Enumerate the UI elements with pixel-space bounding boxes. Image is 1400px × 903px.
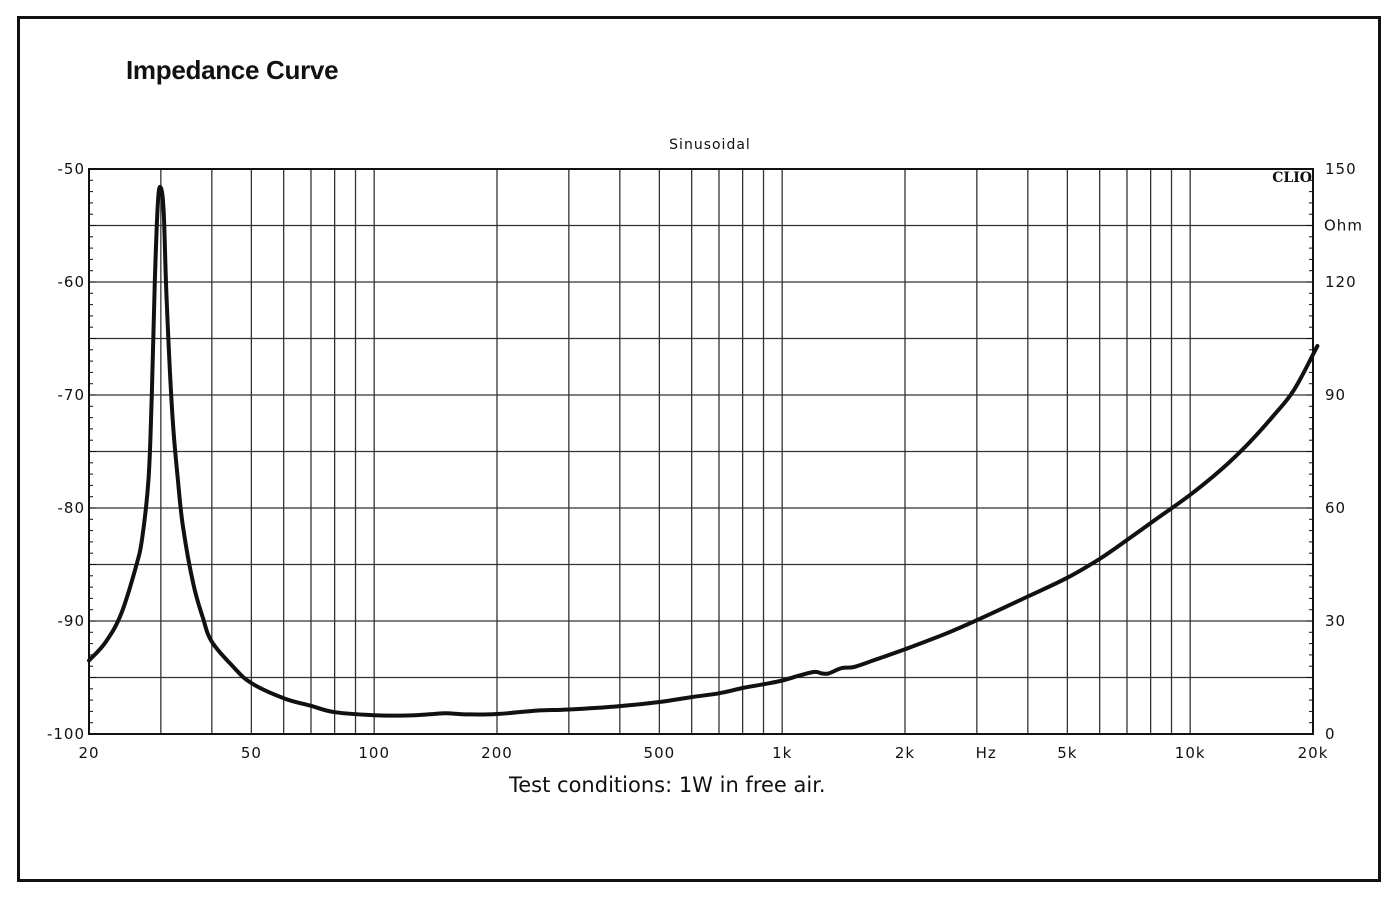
x-axis-tick-label: 10k <box>1175 744 1206 762</box>
impedance-curve <box>87 184 1320 718</box>
right-axis-tick-label: 120 <box>1325 273 1357 291</box>
x-axis-tick-label: 2k <box>895 744 915 762</box>
x-axis-tick-label: 20 <box>78 744 99 762</box>
right-axis-tick-label: 150 <box>1325 160 1357 178</box>
left-axis-tick-label: -80 <box>58 499 86 517</box>
left-axis-tick-label: -60 <box>58 273 86 291</box>
x-axis-tick-label: 100 <box>358 744 390 762</box>
chart-title: Impedance Curve <box>126 55 339 85</box>
grid <box>89 169 1313 734</box>
x-axis-tick-label: 20k <box>1298 744 1329 762</box>
left-axis-tick-label: -70 <box>58 386 86 404</box>
left-axis-tick-label: -90 <box>58 612 86 630</box>
right-axis-tick-label: 60 <box>1325 499 1346 517</box>
left-axis-tick-label: -100 <box>47 725 85 743</box>
right-axis-tick-label: 90 <box>1325 386 1346 404</box>
x-axis-tick-label: 200 <box>481 744 513 762</box>
right-axis-unit: Ohm <box>1324 217 1363 235</box>
right-axis-tick-label: 0 <box>1325 725 1336 743</box>
test-conditions-caption: Test conditions: 1W in free air. <box>509 773 826 797</box>
x-axis-tick-label: 5k <box>1057 744 1077 762</box>
x-axis-unit: Hz <box>976 744 997 762</box>
right-axis-tick-label: 30 <box>1325 612 1346 630</box>
x-axis-tick-label: 500 <box>644 744 676 762</box>
axes: -50 -60 -70 -80 -90 -100 150 120 90 60 30 0 20 50 100 2… <box>47 160 1357 762</box>
x-axis-tick-label: 50 <box>241 744 262 762</box>
left-axis-tick-label: -50 <box>58 160 86 178</box>
brand-logo: CLIO <box>1272 170 1312 186</box>
x-axis-tick-label: 1k <box>772 744 792 762</box>
chart-frame <box>17 16 1381 882</box>
chart-subtitle: Sinusoidal <box>669 137 751 153</box>
